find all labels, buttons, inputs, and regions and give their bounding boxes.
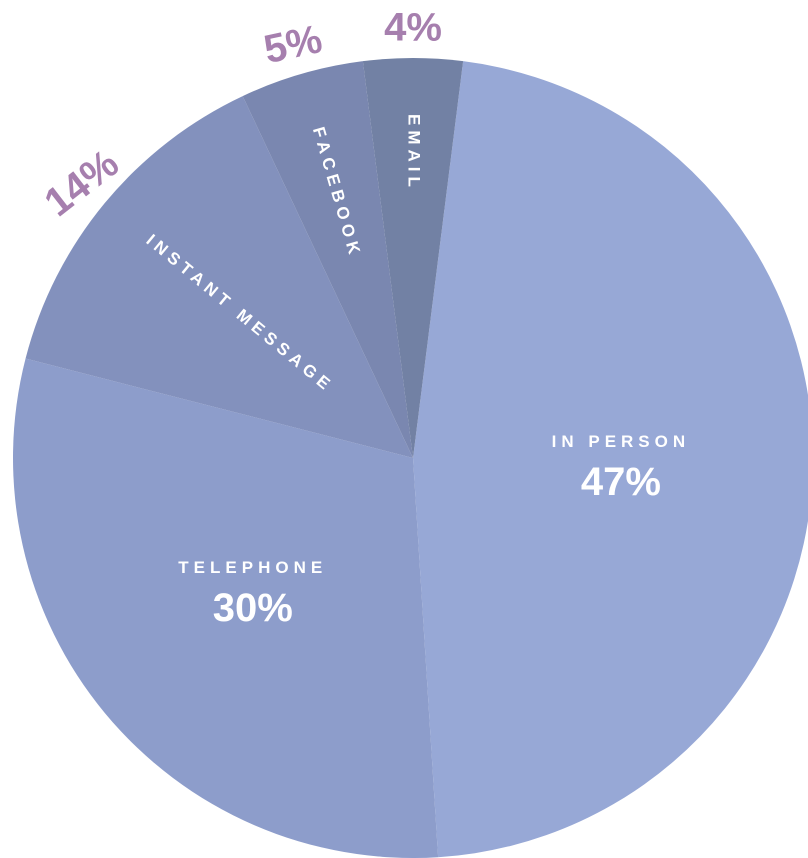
category-label: TELEPHONE xyxy=(178,558,327,577)
value-label: 30% xyxy=(213,586,293,630)
pie-slice xyxy=(242,61,413,459)
pie-slice xyxy=(25,96,413,458)
slice-label: IN PERSON 47% xyxy=(552,432,691,504)
category-label: EMAIL xyxy=(405,114,424,192)
value-label: 47% xyxy=(581,460,661,504)
value-label: 5% xyxy=(260,17,326,72)
category-label: IN PERSON xyxy=(552,432,691,451)
pie-slice xyxy=(413,61,808,858)
pie-slice xyxy=(13,358,439,858)
slice-label: TELEPHONE 30% xyxy=(178,558,327,630)
value-label: 4% xyxy=(384,6,442,50)
pie-slice xyxy=(362,57,464,458)
